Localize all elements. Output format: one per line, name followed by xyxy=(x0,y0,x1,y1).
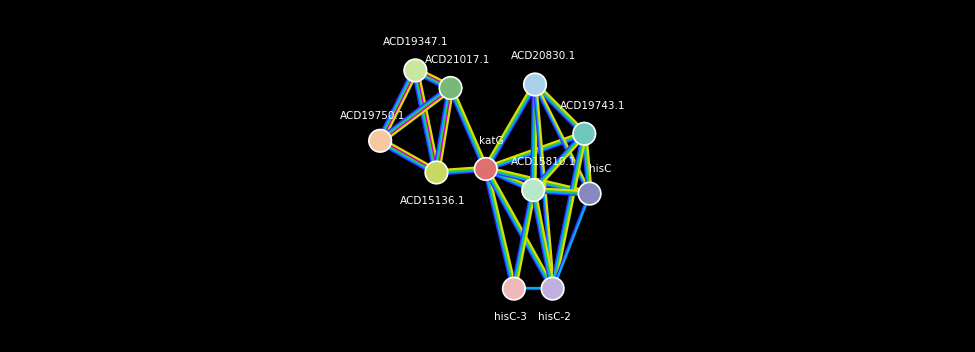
Text: ACD20830.1: ACD20830.1 xyxy=(511,51,576,61)
Circle shape xyxy=(475,158,497,180)
Circle shape xyxy=(369,130,391,152)
Circle shape xyxy=(440,77,462,99)
Text: ACD21017.1: ACD21017.1 xyxy=(425,55,490,65)
Text: ACD19750.1: ACD19750.1 xyxy=(340,111,406,121)
Text: ACD15136.1: ACD15136.1 xyxy=(400,196,466,206)
Text: hisC-2: hisC-2 xyxy=(538,312,570,322)
Circle shape xyxy=(578,182,601,205)
Circle shape xyxy=(503,277,526,300)
Circle shape xyxy=(404,59,427,82)
Circle shape xyxy=(524,73,546,96)
Text: ACD19743.1: ACD19743.1 xyxy=(561,101,626,111)
Circle shape xyxy=(522,179,544,201)
Circle shape xyxy=(573,122,596,145)
Text: ACD19347.1: ACD19347.1 xyxy=(382,37,448,47)
Circle shape xyxy=(541,277,564,300)
Circle shape xyxy=(425,161,448,184)
Text: ACD15810.1: ACD15810.1 xyxy=(511,157,576,167)
Text: hisC-3: hisC-3 xyxy=(494,312,526,322)
Text: hisC: hisC xyxy=(589,164,611,174)
Text: katG: katG xyxy=(479,136,503,146)
